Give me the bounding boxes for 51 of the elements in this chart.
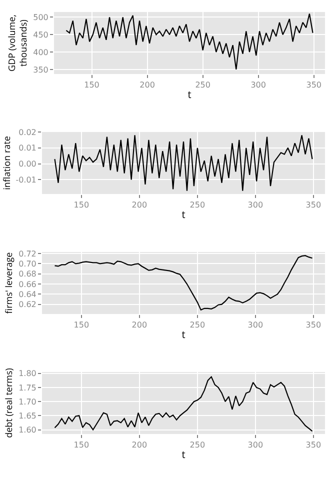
y-tick-label: 0.01 (18, 144, 36, 153)
x-axis-title: t (182, 327, 186, 342)
x-tick-label: 200 (132, 200, 148, 210)
y-tick-label: 0.64 (18, 290, 36, 299)
x-axis-title: t (182, 447, 186, 462)
y-tick-label: 0.70 (18, 259, 36, 268)
y-tick-label: 0.62 (18, 300, 36, 310)
y-tick-label: 350 (33, 65, 48, 74)
x-tick-label: 250 (190, 320, 206, 330)
x-tick-label: 200 (132, 320, 148, 330)
line-series (54, 376, 313, 432)
y-tick-label: 1.60 (18, 426, 36, 435)
y-tick-label: 0.00 (18, 160, 36, 169)
y-axis-title: GDP (volume, thousands) (4, 14, 30, 72)
x-tick-label: 200 (132, 440, 148, 450)
x-tick-label: 250 (190, 440, 206, 450)
x-tick-label: 350 (306, 80, 322, 90)
x-tick-label: 150 (74, 440, 90, 450)
y-tick-label: 500 (33, 13, 48, 22)
y-tick-label: 1.80 (18, 369, 36, 378)
x-tick-label: 250 (190, 200, 206, 210)
line-series (66, 13, 314, 70)
y-axis-title: firms' leverage (2, 252, 15, 314)
line-series (54, 134, 313, 192)
y-axis-title: debt (real terms) (2, 368, 15, 438)
x-axis-title: t (188, 87, 192, 102)
x-axis-title: t (182, 207, 186, 222)
y-tick-label: -0.01 (16, 175, 36, 184)
y-tick-label: 0.68 (18, 270, 36, 279)
x-tick-label: 150 (74, 320, 90, 330)
y-axis-title: inflation rate (0, 136, 13, 190)
y-tick-label: 0.66 (18, 280, 36, 289)
x-tick-label: 150 (74, 200, 90, 210)
line-series (54, 255, 313, 310)
y-tick-label: 0.72 (18, 249, 36, 258)
x-tick-label: 250 (195, 80, 210, 90)
x-tick-label: 300 (248, 200, 264, 210)
x-tick-label: 150 (84, 80, 100, 90)
x-tick-label: 350 (306, 320, 322, 330)
x-tick-label: 350 (306, 440, 322, 450)
x-tick-label: 200 (140, 80, 155, 90)
y-tick-label: 450 (33, 30, 48, 40)
x-tick-label: 300 (248, 320, 264, 330)
y-tick-label: 400 (33, 48, 48, 57)
y-tick-label: 0.02 (18, 128, 36, 137)
x-tick-label: 300 (248, 440, 264, 450)
y-tick-label: 1.70 (18, 397, 36, 406)
x-tick-label: 300 (250, 80, 266, 90)
x-tick-label: 350 (306, 200, 322, 210)
y-tick-label: 1.75 (18, 383, 36, 392)
y-tick-label: 1.65 (18, 411, 36, 420)
